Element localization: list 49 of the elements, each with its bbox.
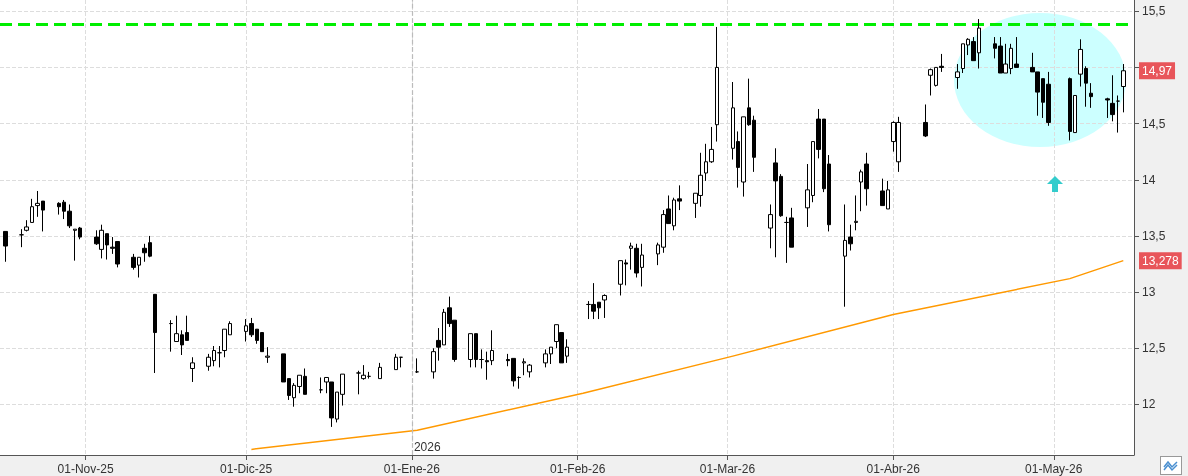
candlestick [768,203,773,249]
y-tick-label: 12,5 [1142,341,1166,356]
line-series [250,259,1125,451]
candlestick [30,198,34,223]
candlestick [169,319,173,353]
annotation: 13,278 [1142,253,1180,268]
candlestick [1089,82,1093,109]
candlestick [319,376,323,394]
candlestick [415,357,419,374]
candlestick [378,362,382,380]
x-tick-label: 01-Nov-25 [57,462,114,476]
y-tick-label: 13 [1142,285,1156,300]
candlestick [522,357,526,376]
candlestick [153,293,157,374]
candlestick [955,63,960,90]
x-tick-label: 01-Mar-26 [699,462,756,476]
x-tick-label: 01-Dic-25 [220,462,273,476]
y-tick-label: 14 [1142,172,1156,187]
candlestick [854,194,858,231]
x-tick-label: 01-Ene-26 [383,462,441,476]
candlestick [24,219,29,232]
candlestick [1105,97,1110,119]
y-tick-label: 15,5 [1142,4,1166,19]
candlestick [1110,74,1115,122]
candlestick [19,228,24,248]
x-tick-label: 01-Abr-26 [866,462,921,476]
candlestick [431,347,436,380]
candlestick [190,356,195,383]
annotation: 14,97 [1142,63,1173,78]
candlestick [1121,63,1126,113]
candlestick [715,26,719,143]
y-tick-label: 12 [1142,397,1156,412]
candlestick [217,345,222,368]
candlestick [517,375,521,390]
y-tick-label: 14,5 [1142,116,1166,131]
candlestick [356,370,361,395]
candlestick [923,103,928,138]
candlestick [1116,94,1120,134]
ref-line-label: 2026 [413,440,441,454]
candlestick [394,353,398,371]
candlestick [479,348,484,369]
x-tick-label: 01-Feb-26 [550,462,606,476]
candlestick [602,293,607,319]
y-tick-label: 13,5 [1142,228,1166,243]
x-tick-label: 01-May-26 [1025,462,1083,476]
candlestick [527,363,532,378]
candlestick [265,346,270,364]
candlestick [3,230,8,263]
candlestick [361,364,366,381]
